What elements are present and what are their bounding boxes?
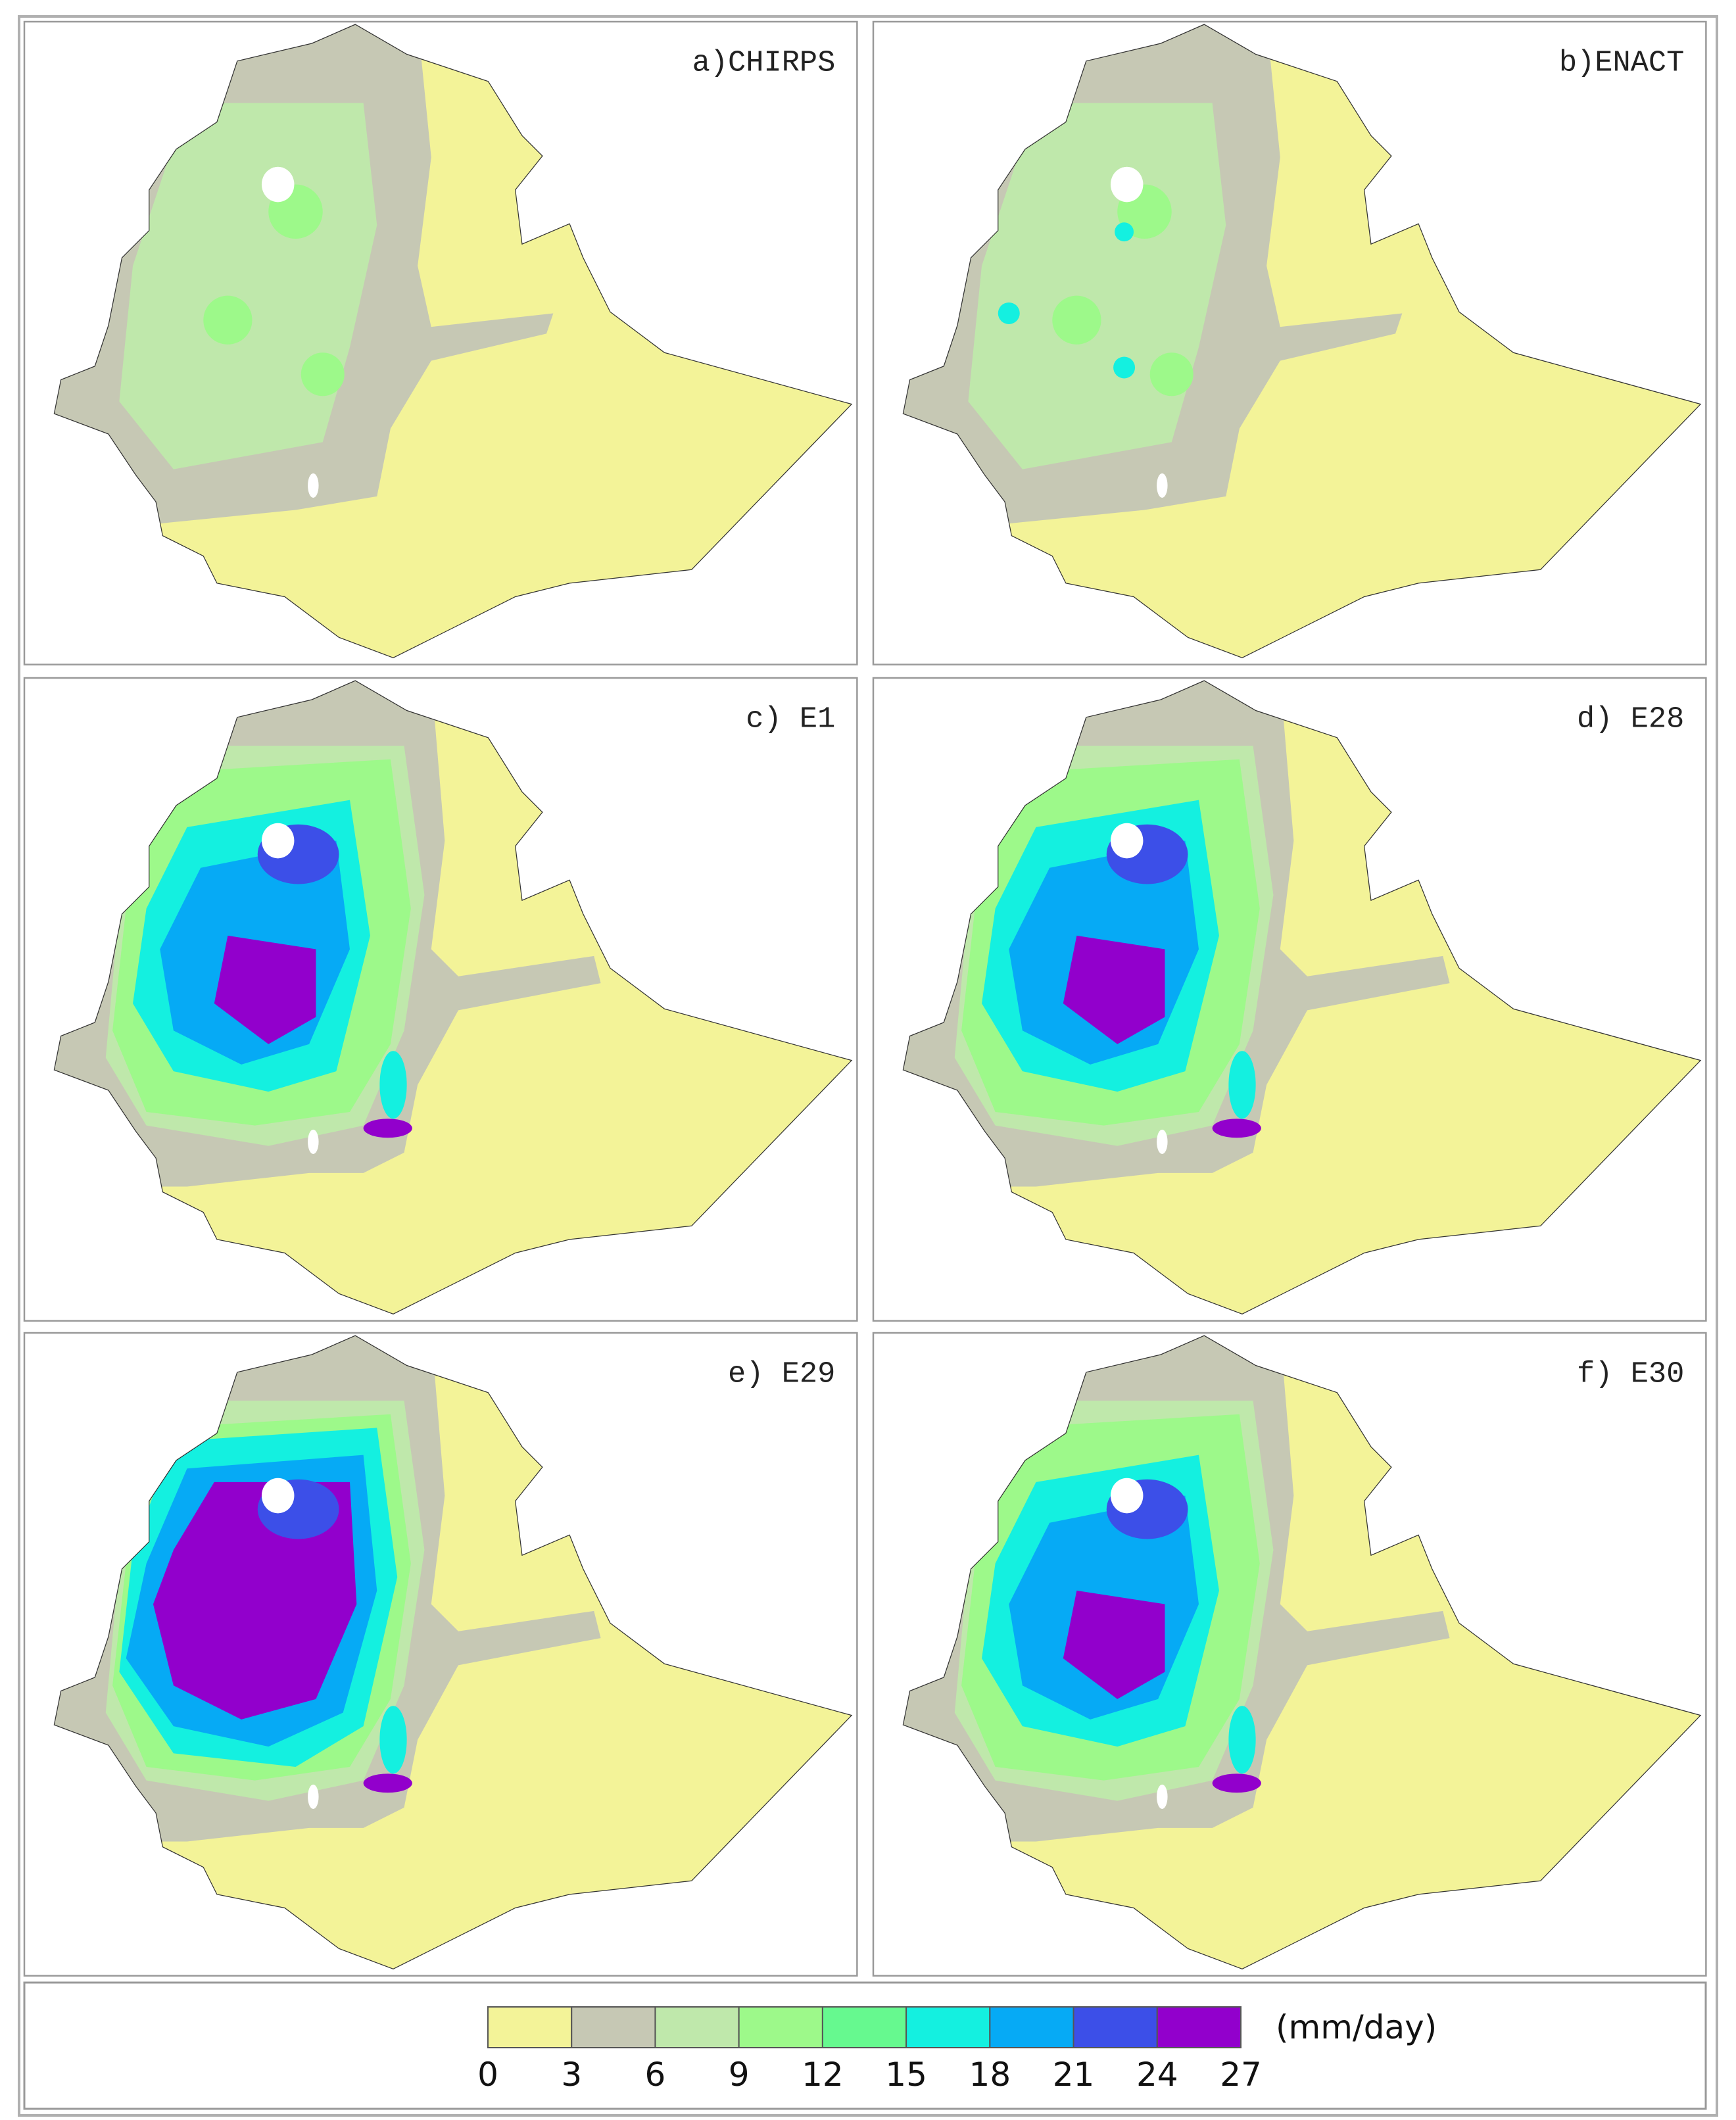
colorbar-box [989, 2006, 1074, 2048]
lake [261, 823, 295, 859]
panel-label: b)ENACT [1559, 45, 1685, 80]
lake [261, 166, 295, 203]
zone [1212, 1773, 1261, 1793]
lake [1157, 1129, 1168, 1154]
colorbar-tick-label: 27 [1220, 2056, 1262, 2094]
colorbar-tick-label: 18 [969, 2056, 1011, 2094]
panel-label: f) E30 [1577, 1357, 1684, 1391]
lake [261, 1478, 295, 1514]
zone [214, 935, 316, 1044]
country-outline [902, 24, 1702, 658]
zone [1115, 222, 1134, 242]
panel-label: d) E28 [1577, 702, 1684, 736]
map-panel: a)CHIRPS [23, 20, 858, 665]
colorbar-tick-label: 12 [802, 2056, 844, 2094]
colorbar-tick-label: 9 [729, 2056, 750, 2094]
map-panel: d) E28 [872, 677, 1707, 1322]
colorbar-box [1073, 2006, 1158, 2048]
zone [363, 1119, 412, 1138]
zone [301, 352, 345, 397]
country-outline [53, 24, 853, 658]
lake [1157, 1784, 1168, 1809]
zone [153, 1482, 357, 1720]
colorbar-tick-label: 21 [1053, 2056, 1095, 2094]
lake [308, 1784, 319, 1809]
colorbar-box [1156, 2006, 1242, 2048]
zone [379, 1706, 407, 1774]
rain-zones [54, 1336, 601, 1842]
zone [998, 302, 1020, 324]
rain-zones [903, 681, 1450, 1187]
country-outline [902, 1335, 1702, 1969]
panel-label: a)CHIRPS [692, 45, 836, 80]
panel-label: e) E29 [728, 1357, 835, 1391]
zone [1052, 295, 1101, 345]
colorbar-box [487, 2006, 573, 2048]
colorbar-tick-label: 3 [561, 2056, 582, 2094]
lake [1157, 473, 1168, 498]
map-panel: c) E1 [23, 677, 858, 1322]
country-outline [53, 1335, 853, 1969]
figure-border [18, 15, 1718, 2117]
zone [1063, 1590, 1165, 1699]
colorbar-box [571, 2006, 656, 2048]
colorbar-frame [23, 1981, 1707, 2110]
map-panel: b)ENACT [872, 20, 1707, 665]
zone [1228, 1051, 1256, 1119]
zone [1228, 1706, 1256, 1774]
colorbar-tick-label: 15 [885, 2056, 927, 2094]
colorbar-tick-label: 24 [1136, 2056, 1178, 2094]
zone [203, 295, 253, 345]
zone [1063, 935, 1165, 1044]
lake [1110, 166, 1144, 203]
colorbar-box [905, 2006, 991, 2048]
zone [1113, 356, 1136, 379]
colorbar-box [821, 2006, 907, 2048]
zone [1212, 1119, 1261, 1138]
panel-label: c) E1 [746, 702, 835, 736]
country-outline [902, 680, 1702, 1314]
colorbar-tick-label: 6 [645, 2056, 666, 2094]
zone [379, 1051, 407, 1119]
colorbar-box [738, 2006, 823, 2048]
lake [308, 1129, 319, 1154]
lake [1110, 1478, 1144, 1514]
colorbar-tick-label: 0 [477, 2056, 498, 2094]
lake [1110, 823, 1144, 859]
colorbar-unit: (mm/day) [1276, 2008, 1437, 2046]
zone [363, 1773, 412, 1793]
map-panel: f) E30 [872, 1332, 1707, 1977]
lake [308, 473, 319, 498]
zone [1149, 352, 1194, 397]
colorbar-box [654, 2006, 740, 2048]
map-panel: e) E29 [23, 1332, 858, 1977]
country-outline [53, 680, 853, 1314]
